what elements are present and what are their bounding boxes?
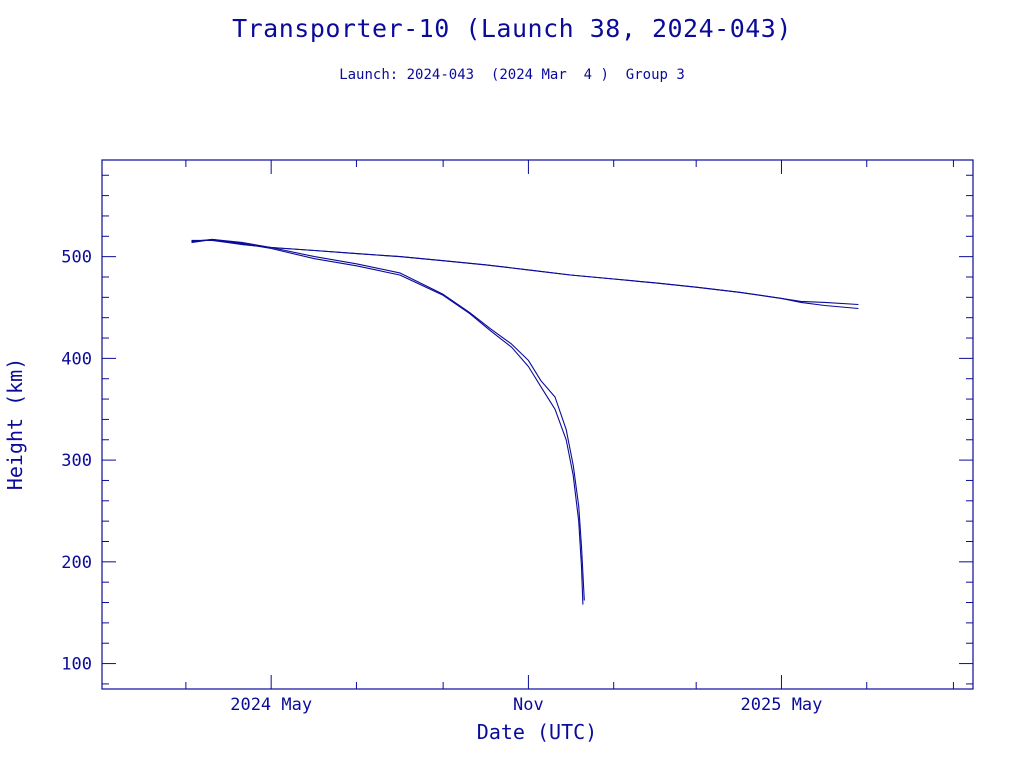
y-tick-label: 300 [61, 451, 92, 471]
y-tick-label: 100 [61, 655, 92, 675]
series-group [191, 238, 859, 605]
series-line-2 [191, 238, 859, 310]
x-tick-label: Nov [513, 695, 544, 715]
y-tick-label: 500 [61, 248, 92, 268]
series-line-3 [191, 238, 584, 605]
axis-ticks [102, 160, 973, 689]
series-line-4 [191, 238, 585, 601]
y-tick-label: 200 [61, 553, 92, 573]
axis-tick-labels: 100 200 300 400 500 2024 May Nov 2025 May [61, 248, 822, 715]
x-tick-label: 2025 May [741, 695, 823, 715]
x-tick-label: 2024 May [230, 695, 312, 715]
y-axis-label: Height (km) [3, 358, 27, 490]
chart-title: Transporter-10 (Launch 38, 2024-043) [232, 14, 792, 43]
plot-frame [101, 159, 974, 690]
chart-subtitle: Launch: 2024-043 (2024 Mar 4 ) Group 3 [339, 67, 685, 83]
y-tick-label: 400 [61, 349, 92, 369]
x-axis-label: Date (UTC) [477, 720, 597, 744]
